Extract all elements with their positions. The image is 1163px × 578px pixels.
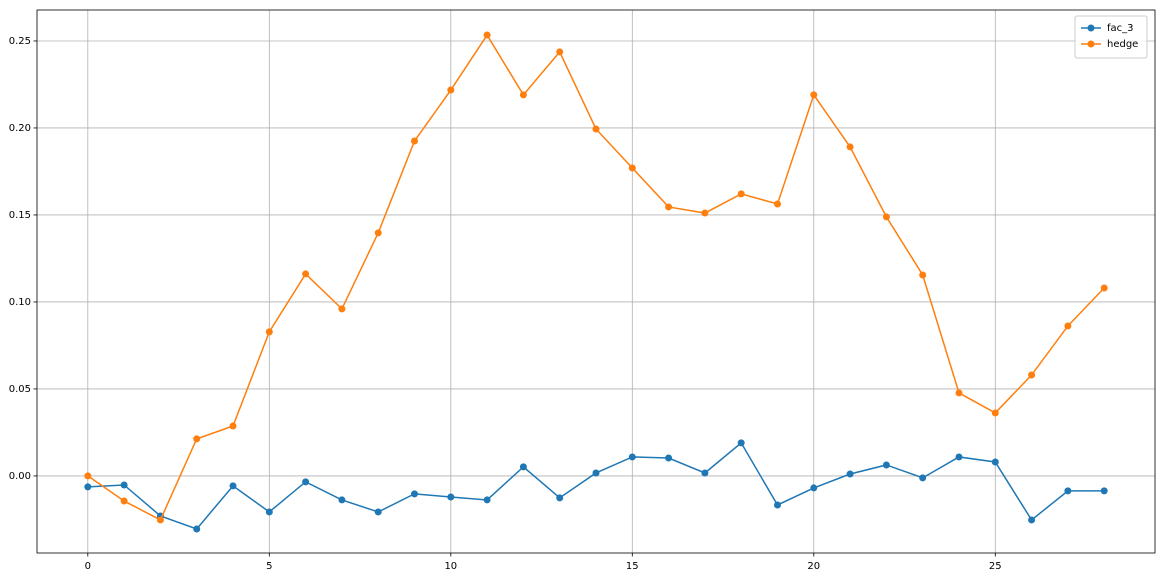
data-point bbox=[374, 508, 382, 516]
data-point bbox=[556, 48, 564, 56]
data-point bbox=[955, 389, 963, 397]
x-tick-label: 15 bbox=[626, 561, 639, 572]
y-tick-label: 0.10 bbox=[9, 297, 31, 308]
x-tick-label: 20 bbox=[807, 561, 820, 572]
series-line bbox=[87, 441, 1105, 530]
data-point bbox=[628, 164, 636, 172]
data-point bbox=[919, 271, 927, 279]
data-point bbox=[592, 125, 600, 133]
data-point bbox=[592, 469, 600, 477]
data-point bbox=[846, 470, 854, 478]
data-point bbox=[229, 422, 237, 430]
data-point bbox=[556, 494, 564, 502]
data-point bbox=[519, 463, 527, 471]
series-line bbox=[87, 33, 1105, 521]
data-point bbox=[955, 453, 963, 461]
y-tick-label: 0.20 bbox=[9, 123, 31, 134]
data-point bbox=[447, 493, 455, 501]
data-point bbox=[882, 213, 890, 221]
data-point bbox=[665, 454, 673, 462]
legend-marker bbox=[1087, 40, 1095, 48]
axes-frame bbox=[36, 9, 1156, 554]
data-point bbox=[229, 482, 237, 490]
data-point bbox=[84, 483, 92, 491]
data-point bbox=[302, 270, 310, 278]
data-point bbox=[265, 328, 273, 336]
legend-marker bbox=[1087, 24, 1095, 32]
data-point bbox=[84, 472, 92, 480]
data-point bbox=[773, 501, 781, 509]
data-point bbox=[810, 484, 818, 492]
y-tick-label: 0.15 bbox=[9, 210, 31, 221]
data-point bbox=[447, 86, 455, 94]
data-point bbox=[991, 409, 999, 417]
data-point bbox=[338, 305, 346, 313]
data-point bbox=[1028, 371, 1036, 379]
y-tick-label: 0.05 bbox=[9, 384, 31, 395]
y-tick-label: 0.25 bbox=[9, 36, 31, 47]
x-tick-label: 0 bbox=[85, 561, 91, 572]
x-tick-label: 10 bbox=[444, 561, 457, 572]
data-point bbox=[1064, 322, 1072, 330]
data-point bbox=[882, 461, 890, 469]
data-point bbox=[483, 496, 491, 504]
data-point bbox=[120, 481, 128, 489]
data-point bbox=[265, 508, 273, 516]
data-point bbox=[1100, 284, 1108, 292]
data-point bbox=[1064, 487, 1072, 495]
data-point bbox=[846, 143, 854, 151]
data-point bbox=[193, 435, 201, 443]
data-point bbox=[120, 497, 128, 505]
data-point bbox=[1100, 487, 1108, 495]
data-point bbox=[411, 137, 419, 145]
data-point bbox=[302, 478, 310, 486]
data-point bbox=[737, 439, 745, 447]
legend-label: fac_3 bbox=[1107, 23, 1134, 34]
data-point bbox=[519, 91, 527, 99]
data-point bbox=[483, 31, 491, 39]
data-point bbox=[737, 190, 745, 198]
legend-label: hedge bbox=[1107, 39, 1138, 50]
data-point bbox=[665, 203, 673, 211]
y-tick-label: 0.00 bbox=[9, 471, 31, 482]
data-point bbox=[156, 516, 164, 524]
data-point bbox=[1028, 516, 1036, 524]
data-point bbox=[701, 209, 709, 217]
data-point bbox=[701, 469, 709, 477]
data-point bbox=[411, 490, 419, 498]
x-tick-label: 25 bbox=[989, 561, 1002, 572]
data-point bbox=[193, 525, 201, 533]
x-tick-label: 5 bbox=[266, 561, 272, 572]
data-point bbox=[628, 453, 636, 461]
data-point bbox=[810, 91, 818, 99]
data-point bbox=[338, 496, 346, 504]
data-point bbox=[919, 474, 927, 482]
data-point bbox=[374, 229, 382, 237]
data-point bbox=[991, 458, 999, 466]
data-point bbox=[773, 200, 781, 208]
